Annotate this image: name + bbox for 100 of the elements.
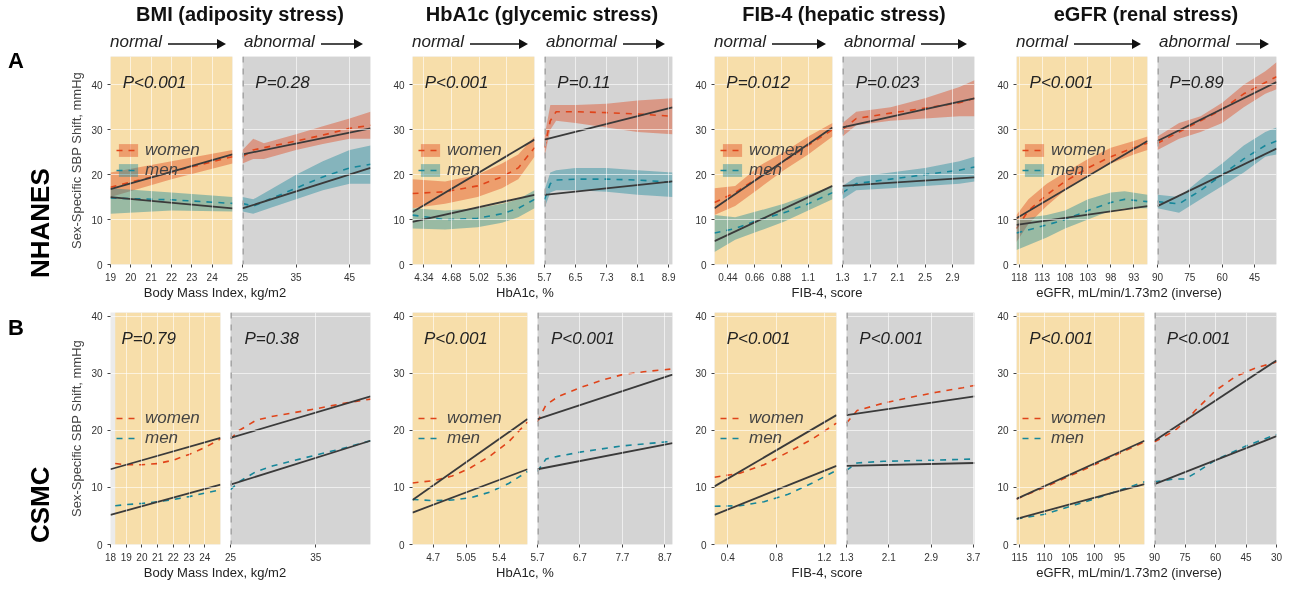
x-tick-label: 1.3 xyxy=(839,551,854,563)
y-tick-label: 0 xyxy=(1002,259,1009,271)
annotation: P=0.38 xyxy=(244,328,300,348)
x-tick-label: 8.7 xyxy=(657,551,673,563)
x-tick-label: 8.1 xyxy=(630,271,645,283)
line-series xyxy=(412,470,528,502)
x-tick-label: 113 xyxy=(1034,271,1051,283)
x-tick-label: 45 xyxy=(1248,271,1261,283)
x-tick-label: 2.1 xyxy=(890,271,905,283)
x-tick-label: 5.7 xyxy=(537,271,552,283)
legend-label: men xyxy=(1051,428,1085,448)
y-tick-label: 10 xyxy=(997,482,1009,494)
x-tick-label: 2.5 xyxy=(918,271,933,283)
y-tick-label: 10 xyxy=(91,482,103,494)
text: normal xyxy=(412,32,464,51)
x-tick-label: 22 xyxy=(167,551,180,563)
y-tick-label: 0 xyxy=(1002,539,1009,551)
x-tick-label: 0.8 xyxy=(769,551,784,563)
x-axis-title: Body Mass Index, kg/m2 xyxy=(143,284,287,302)
y-tick-label: 40 xyxy=(997,79,1009,91)
text: abnormal xyxy=(546,32,617,51)
y-tick-label: 40 xyxy=(695,79,707,91)
x-tick-label: 2.1 xyxy=(881,551,897,563)
y-tick-label: 0 xyxy=(398,539,405,551)
x-tick-label: 7.7 xyxy=(615,551,630,563)
x-tick-label: 115 xyxy=(1011,551,1028,563)
y-tick-label: 0 xyxy=(398,259,405,271)
line-series xyxy=(412,421,528,484)
x-axis-title: Body Mass Index, kg/m2 xyxy=(143,564,287,582)
x-tick-label: 60 xyxy=(1209,551,1222,563)
x-tick-label: 5.05 xyxy=(456,551,477,563)
y-tick-label: 20 xyxy=(997,169,1009,181)
y-tick-label: 20 xyxy=(393,169,405,181)
annotation: P<0.001 xyxy=(1029,72,1094,92)
x-tick-label: 23 xyxy=(186,271,198,283)
legend-label: men xyxy=(749,428,783,448)
y-tick-label: 10 xyxy=(91,214,103,226)
y-axis-title: Sex-Specific SBP Shift, mmHg xyxy=(69,72,85,249)
y-tick-label: 40 xyxy=(91,79,103,91)
x-tick-label: 2.9 xyxy=(924,551,939,563)
legend-label: men xyxy=(1051,160,1085,180)
x-tick-label: 45 xyxy=(344,271,356,283)
x-tick-label: 1.2 xyxy=(817,551,832,563)
y-tick-label: 20 xyxy=(91,169,103,181)
x-tick-label: 108 xyxy=(1056,271,1074,283)
x-tick-label: 8.9 xyxy=(661,271,677,283)
annotation: P=0.89 xyxy=(1169,72,1225,92)
annotation: P<0.001 xyxy=(726,328,791,348)
annotation: P<0.001 xyxy=(859,328,924,348)
y-tick-label: 30 xyxy=(695,368,707,380)
y-tick-label: 20 xyxy=(695,169,707,181)
x-tick-label: 4.34 xyxy=(414,271,435,283)
text: normal xyxy=(1016,32,1068,51)
y-tick-label: 30 xyxy=(997,368,1009,380)
y-tick-label: 10 xyxy=(393,214,405,226)
x-axis-title: eGFR, mL/min/1.73m2 (inverse) xyxy=(1036,284,1222,302)
legend-label: women xyxy=(749,140,804,160)
y-tick-label: 0 xyxy=(700,539,707,551)
chart-title: HbA1c (glycemic stress) xyxy=(425,2,659,27)
annotation: P<0.001 xyxy=(122,72,187,92)
annotation: P<0.001 xyxy=(1029,328,1094,348)
y-tick-label: 40 xyxy=(393,311,405,323)
chart-title: BMI (adiposity stress) xyxy=(136,2,344,27)
x-tick-label: 21 xyxy=(145,271,158,283)
annotation: P<0.001 xyxy=(551,328,615,348)
y-tick-label: 20 xyxy=(393,425,405,437)
x-tick-label: 75 xyxy=(1184,271,1196,283)
x-tick-label: 75 xyxy=(1179,551,1191,563)
x-tick-label: 20 xyxy=(125,271,137,283)
x-tick-label: 7.3 xyxy=(599,271,614,283)
annotation: P=0.012 xyxy=(726,72,791,92)
x-tick-label: 35 xyxy=(310,551,322,563)
x-tick-label: 110 xyxy=(1036,551,1053,563)
legend-label: men xyxy=(447,428,481,448)
legend-label: women xyxy=(1051,140,1106,160)
x-tick-label: 98 xyxy=(1105,271,1117,283)
x-tick-label: 5.7 xyxy=(530,551,545,563)
y-axis-title: Sex-Specific SBP Shift, mmHg xyxy=(69,340,85,517)
y-tick-label: 30 xyxy=(997,124,1009,136)
x-tick-label: 60 xyxy=(1216,271,1229,283)
x-tick-label: 1.3 xyxy=(835,271,850,283)
text: normal xyxy=(110,32,162,51)
x-axis-title: FIB-4, score xyxy=(791,284,863,302)
legend-label: women xyxy=(145,140,200,160)
legend-label: men xyxy=(145,428,179,448)
x-tick-label: 35 xyxy=(290,271,303,283)
x-tick-label: 1.7 xyxy=(863,271,878,283)
annotation: P=0.28 xyxy=(255,72,311,92)
x-tick-label: 30 xyxy=(1270,551,1283,563)
y-tick-label: 0 xyxy=(96,259,103,271)
y-tick-label: 40 xyxy=(91,311,103,323)
annotation: P=0.11 xyxy=(557,72,611,92)
x-tick-label: 6.5 xyxy=(568,271,583,283)
line-series xyxy=(1016,198,1148,234)
line-series xyxy=(714,422,837,479)
x-tick-label: 0.66 xyxy=(744,271,765,283)
legend-label: men xyxy=(447,160,481,180)
y-tick-label: 30 xyxy=(91,124,103,136)
y-tick-label: 10 xyxy=(997,214,1009,226)
x-tick-label: 0.88 xyxy=(771,271,792,283)
